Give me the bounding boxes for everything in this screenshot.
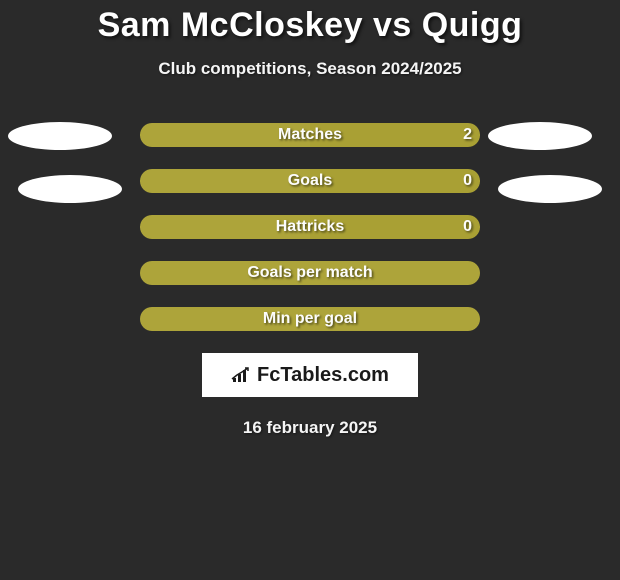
bar-left — [140, 169, 310, 193]
logo-label: FcTables.com — [257, 364, 389, 387]
stat-row: Hattricks0 — [0, 215, 620, 239]
bar-track — [140, 123, 480, 147]
bar-track — [140, 307, 480, 331]
subtitle: Club competitions, Season 2024/2025 — [0, 45, 620, 79]
page-title: Sam McCloskey vs Quigg — [0, 0, 620, 45]
logo-box: FcTables.com — [202, 353, 418, 397]
bar-right — [310, 215, 480, 239]
stat-row: Goals0 — [0, 169, 620, 193]
value-right: 0 — [463, 169, 472, 193]
value-right: 0 — [463, 215, 472, 239]
date-label: 16 february 2025 — [0, 404, 620, 438]
bar-right — [310, 123, 480, 147]
stat-rows: Matches2 Goals0 Hattricks0 Goals per match M… — [0, 123, 620, 353]
stat-row: Min per goal — [0, 307, 620, 331]
logo: FcTables.com — [231, 364, 389, 387]
bar-right — [310, 169, 480, 193]
bar-chart-icon — [231, 366, 253, 384]
bar-track — [140, 169, 480, 193]
stat-row: Goals per match — [0, 261, 620, 285]
bar-track — [140, 261, 480, 285]
bar-full — [140, 261, 480, 285]
bar-left — [140, 123, 310, 147]
bar-track — [140, 215, 480, 239]
value-right: 2 — [463, 123, 472, 147]
bar-left — [140, 215, 310, 239]
stat-row: Matches2 — [0, 123, 620, 147]
bar-full — [140, 307, 480, 331]
